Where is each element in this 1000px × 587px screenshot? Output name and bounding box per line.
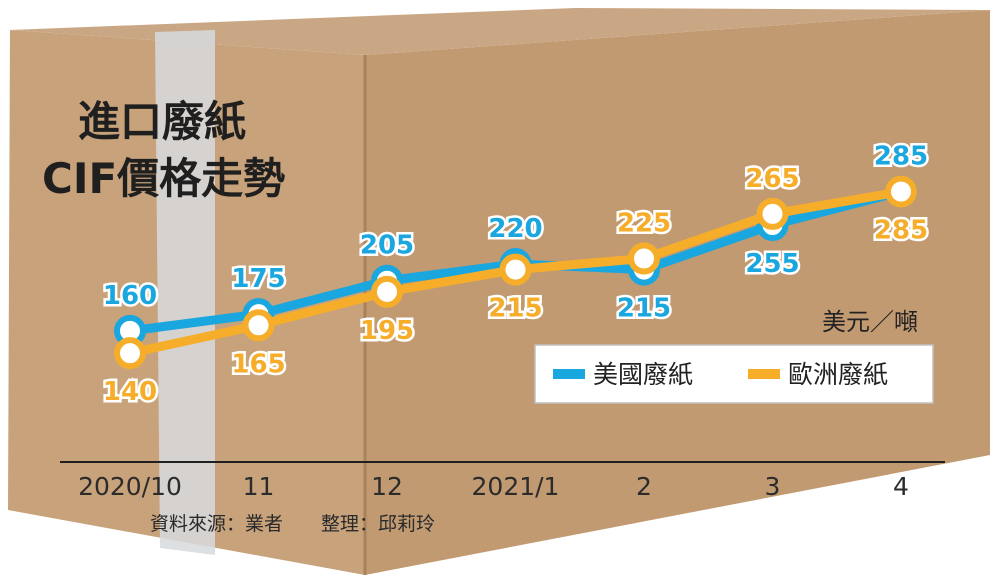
chart-title-line2: CIF價格走勢 bbox=[42, 154, 285, 203]
data-point-eu bbox=[885, 175, 917, 208]
data-point-eu bbox=[756, 197, 789, 230]
data-label-eu: 140 bbox=[103, 377, 157, 407]
box-side-face bbox=[365, 10, 990, 575]
data-label-us: 205 bbox=[360, 231, 414, 261]
series-eu bbox=[114, 175, 917, 370]
data-labels: 160 140 175 165 205 195 220 215 215 225 255 265 285 2… bbox=[100, 139, 930, 410]
x-axis-ticks: 2020/10 11 12 2021/1 2 3 4 bbox=[78, 472, 909, 501]
data-label-us: 160 bbox=[103, 281, 157, 311]
legend-swatch-eu bbox=[748, 369, 780, 379]
data-label-us: 215 bbox=[617, 294, 671, 324]
data-label-us: 175 bbox=[231, 264, 285, 294]
x-tick-label: 4 bbox=[893, 472, 909, 501]
x-tick-label: 2021/1 bbox=[472, 472, 560, 501]
data-point-eu bbox=[628, 242, 660, 275]
data-point-eu bbox=[499, 253, 532, 286]
data-label-eu: 165 bbox=[231, 349, 285, 379]
x-tick-label: 2020/10 bbox=[78, 472, 182, 501]
data-label-eu: 265 bbox=[745, 164, 799, 194]
legend-swatch-us bbox=[553, 369, 585, 379]
x-tick-label: 2 bbox=[636, 472, 652, 501]
data-label-us: 255 bbox=[745, 249, 799, 279]
data-point-eu bbox=[371, 275, 403, 308]
data-label-eu: 215 bbox=[488, 294, 542, 324]
legend-label-eu: 歐洲廢紙 bbox=[788, 360, 888, 389]
legend: 美國廢紙 歐洲廢紙 bbox=[534, 344, 934, 404]
box-top-edge bbox=[10, 8, 990, 55]
chart-title-line1: 進口廢紙 bbox=[78, 97, 246, 146]
x-tick-label: 12 bbox=[371, 472, 403, 501]
data-label-eu: 195 bbox=[360, 316, 414, 346]
data-label-eu: 225 bbox=[617, 208, 671, 238]
legend-label-us: 美國廢紙 bbox=[593, 360, 693, 389]
x-tick-label: 11 bbox=[243, 472, 275, 501]
data-label-us: 220 bbox=[488, 214, 542, 244]
packing-tape bbox=[155, 30, 215, 555]
source-credit: 資料來源：業者 整理：邱莉玲 bbox=[150, 513, 435, 535]
data-point-eu bbox=[114, 337, 146, 370]
chart-series bbox=[114, 175, 917, 370]
data-label-eu: 285 bbox=[874, 216, 928, 246]
cardboard-box-illustration bbox=[8, 8, 990, 575]
unit-label: 美元／噸 bbox=[822, 308, 918, 336]
x-tick-label: 3 bbox=[765, 472, 781, 501]
legend-box bbox=[534, 344, 934, 404]
data-point-eu bbox=[242, 309, 275, 342]
data-label-us: 285 bbox=[874, 142, 928, 172]
